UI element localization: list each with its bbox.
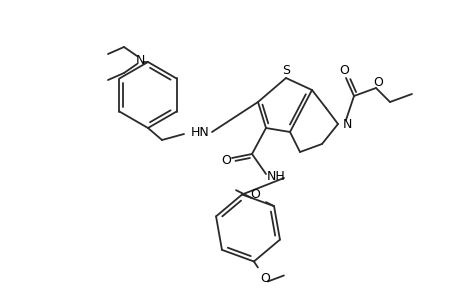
Text: O: O xyxy=(221,154,230,166)
Text: N: N xyxy=(342,118,352,130)
Text: NH: NH xyxy=(266,169,285,182)
Text: HN: HN xyxy=(190,125,209,139)
Text: O: O xyxy=(372,76,382,88)
Text: O: O xyxy=(259,272,269,285)
Text: S: S xyxy=(281,64,289,77)
Text: O: O xyxy=(338,64,348,77)
Text: N: N xyxy=(135,53,145,67)
Text: O: O xyxy=(250,188,259,201)
